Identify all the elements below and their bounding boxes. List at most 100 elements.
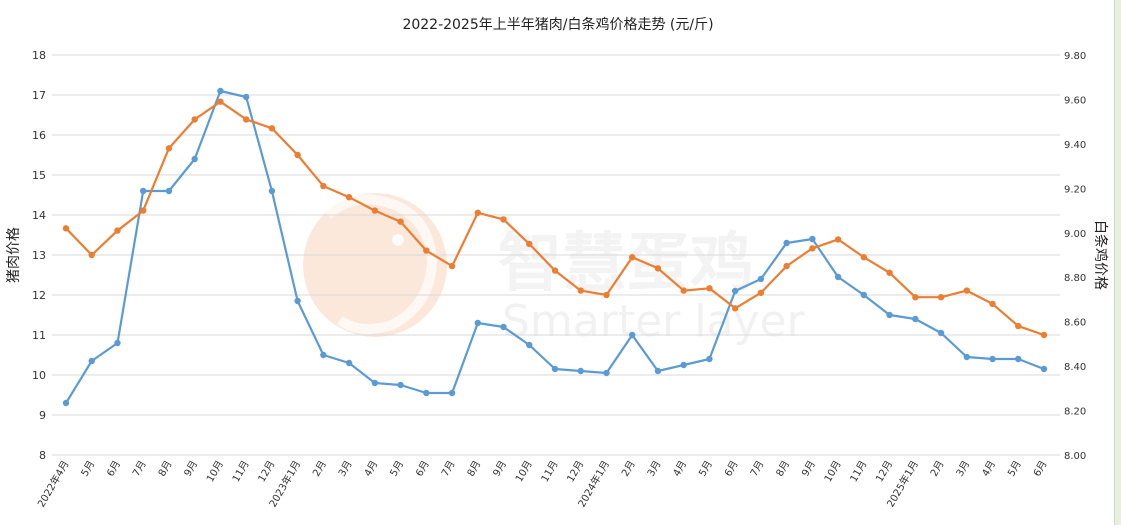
data-point-pork — [294, 297, 301, 305]
right-tick-label: 8.60 — [1064, 318, 1086, 329]
data-point-chicken — [834, 236, 842, 243]
data-point-pork — [140, 187, 147, 195]
data-point-pork — [320, 351, 327, 359]
left-tick-label: 12 — [32, 289, 46, 302]
data-point-chicken — [1040, 331, 1048, 339]
data-point-chicken — [268, 125, 276, 132]
data-point-chicken — [423, 247, 430, 254]
data-point-pork — [706, 355, 713, 363]
left-tick-label: 15 — [32, 169, 46, 182]
data-point-chicken — [294, 151, 301, 159]
data-point-chicken — [88, 251, 95, 259]
data-point-pork — [809, 235, 816, 243]
right-tick-label: 8.80 — [1064, 273, 1086, 284]
data-point-chicken — [242, 116, 250, 123]
right-axis-label: 白条鸡价格 — [1092, 220, 1109, 290]
data-point-pork — [731, 287, 739, 295]
data-point-pork — [88, 357, 95, 365]
data-point-chicken — [1015, 322, 1022, 330]
left-tick-label: 18 — [32, 49, 46, 62]
data-point-chicken — [731, 305, 739, 312]
gridlines — [52, 54, 1060, 456]
left-y-axis: 8 9 10 11 12 13 14 15 16 17 18 — [32, 49, 46, 462]
data-point-chicken — [191, 116, 198, 123]
left-axis-label: 猪肉价格 — [6, 227, 22, 283]
data-point-pork — [114, 339, 121, 347]
data-point-chicken — [577, 287, 584, 294]
data-point-pork — [912, 315, 919, 323]
watermark-eye — [392, 234, 404, 246]
data-point-pork — [783, 239, 790, 247]
right-tick-label: 9.00 — [1064, 229, 1086, 240]
data-point-pork — [500, 323, 507, 331]
watermark-en-text: Smarter layer — [502, 296, 806, 347]
right-tick-label: 8.00 — [1064, 451, 1086, 462]
data-point-chicken — [371, 207, 379, 214]
data-point-chicken — [448, 262, 456, 270]
data-point-chicken — [783, 262, 790, 270]
data-point-chicken — [217, 98, 224, 105]
right-tick-label: 9.60 — [1064, 95, 1086, 106]
data-point-pork — [577, 367, 584, 375]
data-point-pork — [191, 155, 198, 163]
data-point-pork — [680, 361, 687, 369]
data-point-pork — [860, 291, 868, 299]
data-point-pork — [963, 353, 970, 361]
data-point-chicken — [165, 145, 173, 152]
data-point-pork — [654, 367, 662, 375]
data-point-chicken — [345, 194, 353, 201]
left-tick-label: 13 — [32, 249, 46, 262]
data-point-chicken — [603, 291, 610, 299]
data-point-chicken — [989, 300, 996, 308]
data-point-pork — [1015, 355, 1022, 363]
data-point-pork — [1040, 365, 1048, 373]
data-point-pork — [937, 329, 945, 337]
data-point-chicken — [62, 225, 70, 232]
data-point-chicken — [860, 254, 868, 261]
series-layer — [62, 87, 1048, 407]
right-y-axis: 8.00 8.20 8.40 8.60 8.80 9.00 9.20 9.40 9.60 9.80 — [1064, 51, 1086, 462]
data-point-pork — [834, 273, 842, 281]
data-point-pork — [474, 319, 481, 327]
data-point-chicken — [114, 227, 121, 234]
data-point-chicken — [886, 269, 893, 276]
left-tick-label: 16 — [32, 129, 46, 142]
right-tick-label: 8.40 — [1064, 362, 1086, 373]
right-tick-label: 9.80 — [1064, 51, 1086, 62]
data-point-chicken — [500, 216, 507, 223]
data-point-pork — [448, 389, 456, 397]
chart-title: 2022-2025年上半年猪肉/白条鸡价格走势 (元/斤) — [402, 16, 713, 33]
data-point-pork — [371, 379, 379, 387]
data-point-pork — [62, 399, 70, 407]
watermark-cn-text: 智慧蛋鸡 — [498, 227, 754, 301]
data-point-pork — [551, 365, 559, 373]
data-point-chicken — [680, 287, 687, 294]
left-tick-label: 17 — [32, 89, 46, 102]
watermark-hen-shape — [324, 194, 438, 334]
left-tick-label: 14 — [32, 209, 46, 222]
left-tick-label: 10 — [32, 369, 46, 382]
data-point-pork — [629, 331, 636, 339]
data-point-pork — [397, 381, 404, 389]
data-point-chicken — [474, 209, 481, 216]
left-tick-label: 9 — [39, 409, 46, 422]
watermark-circle — [303, 193, 447, 337]
data-point-chicken — [809, 245, 816, 252]
right-tick-label: 9.20 — [1064, 184, 1086, 195]
right-tick-label: 8.20 — [1064, 407, 1086, 418]
data-point-pork — [757, 275, 765, 283]
data-point-chicken — [320, 182, 327, 190]
data-point-chicken — [526, 240, 533, 248]
data-point-pork — [242, 93, 250, 101]
data-point-pork — [165, 187, 173, 195]
data-point-chicken — [140, 207, 147, 214]
data-point-chicken — [937, 294, 945, 301]
data-point-chicken — [757, 289, 765, 296]
data-point-pork — [217, 87, 224, 95]
data-point-chicken — [629, 254, 636, 261]
data-point-chicken — [912, 294, 919, 301]
data-point-pork — [268, 187, 276, 195]
data-point-pork — [603, 369, 610, 377]
